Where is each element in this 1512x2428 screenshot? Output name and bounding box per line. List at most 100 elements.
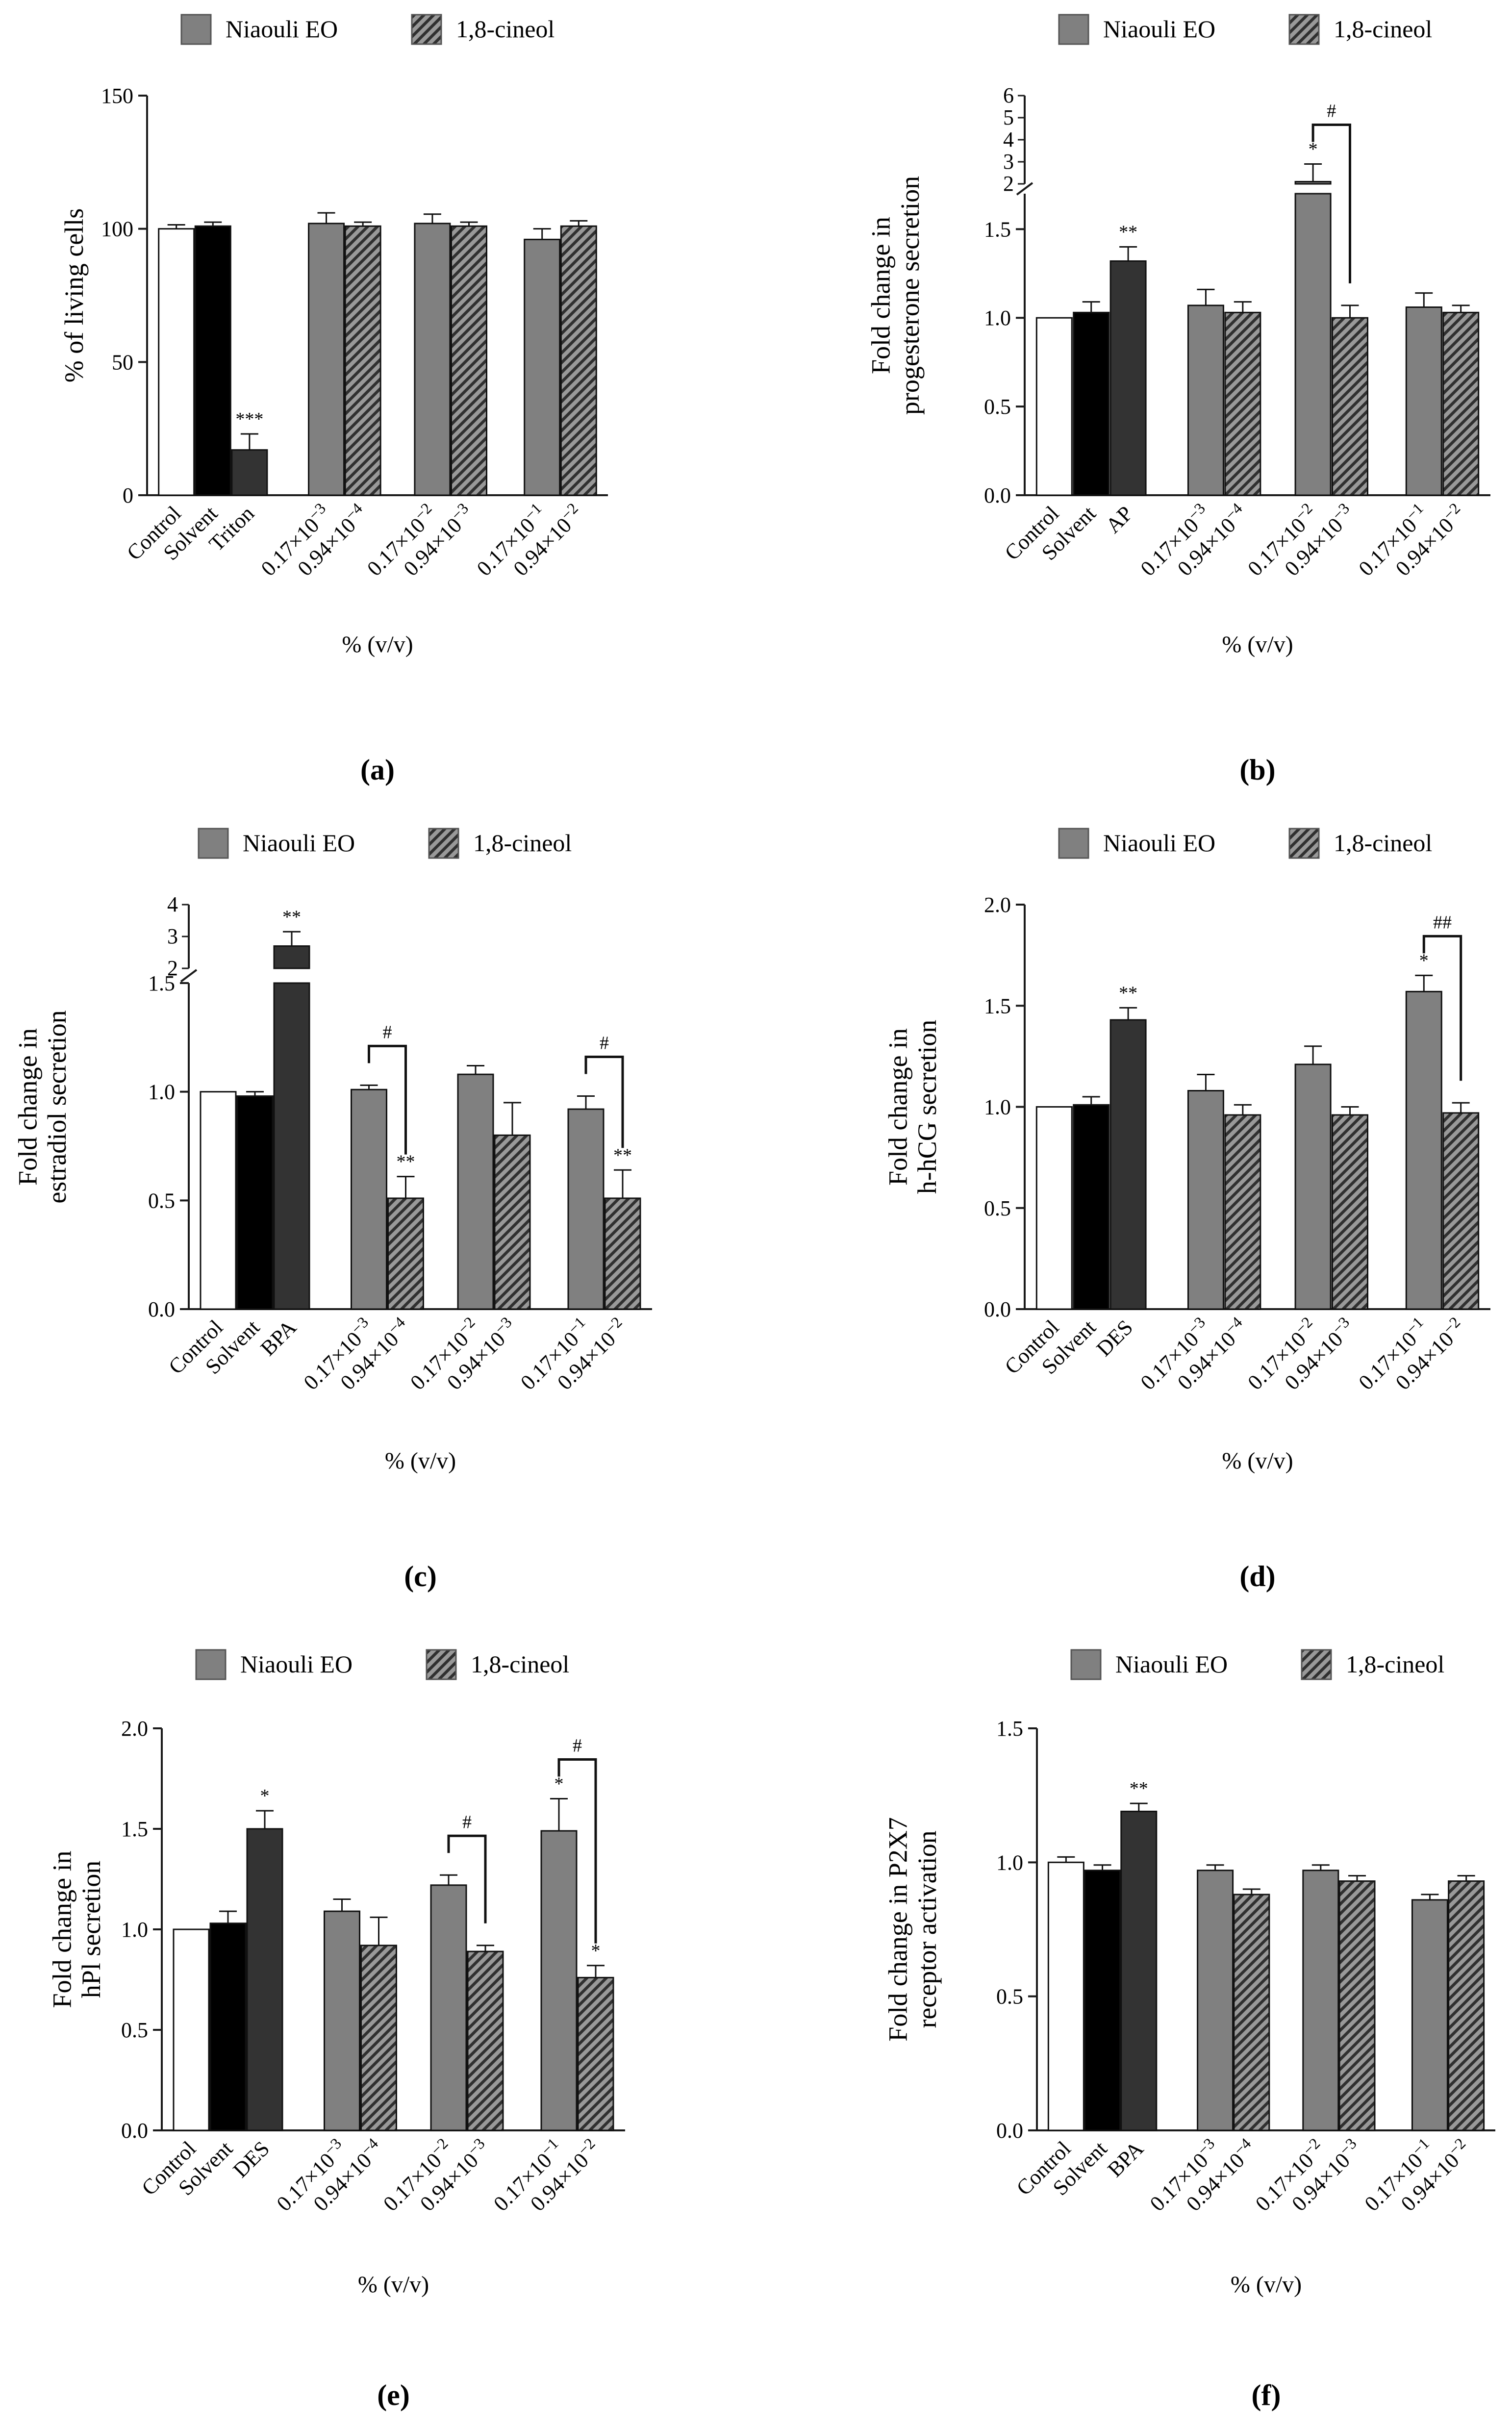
bar-6 bbox=[494, 1134, 531, 1310]
legend-niaouli-label: Niaouli EO bbox=[226, 15, 338, 43]
y-tick-label: 1.0 bbox=[121, 1918, 148, 1942]
bar-4 bbox=[344, 225, 381, 496]
y-tick-label: 0 bbox=[123, 483, 133, 507]
y-tick-label-upper: 3 bbox=[167, 924, 178, 948]
bar-8 bbox=[577, 1976, 614, 2131]
y-tick-label-upper: 2 bbox=[1003, 172, 1014, 196]
bar-3 bbox=[1187, 304, 1224, 496]
bar-6 bbox=[1331, 1114, 1368, 1310]
y-tick-label: 0.5 bbox=[984, 1196, 1011, 1220]
bar-8 bbox=[560, 225, 597, 496]
y-tick-label: 0.5 bbox=[148, 1189, 175, 1213]
legend-cineol-swatch bbox=[428, 828, 459, 859]
bar-5 bbox=[1294, 1063, 1332, 1310]
bar-7 bbox=[1405, 306, 1442, 496]
bar-0 bbox=[158, 228, 195, 496]
bracket-label: ## bbox=[1433, 912, 1452, 933]
bar-4 bbox=[1224, 311, 1261, 496]
bar-3 bbox=[1197, 1870, 1234, 2131]
y-tick-label-upper: 5 bbox=[1003, 105, 1014, 129]
bar-0 bbox=[200, 1091, 237, 1310]
significance-bracket bbox=[1311, 124, 1351, 283]
bracket-label: # bbox=[573, 1736, 582, 1756]
bar-3 bbox=[308, 223, 345, 496]
legend-niaouli-label: Niaouli EO bbox=[1103, 829, 1215, 857]
y-tick-label-upper: 4 bbox=[167, 892, 178, 916]
bar-3 bbox=[1187, 1090, 1224, 1310]
x-tick-label: BPA bbox=[256, 1315, 301, 1360]
legend-niaouli-label: Niaouli EO bbox=[1103, 15, 1215, 43]
legend-cineol-label: 1,8-cineol bbox=[471, 1650, 569, 1678]
legend-cineol-label: 1,8-cineol bbox=[456, 15, 554, 43]
significance-bracket bbox=[447, 1834, 487, 1923]
y-tick-label: 0.5 bbox=[996, 1985, 1023, 2009]
y-tick-label: 0.0 bbox=[984, 1297, 1011, 1321]
panel-b: Niaouli EO 1,8-cineol0.00.51.01.523456Con… bbox=[866, 14, 1490, 786]
x-axis-label: % (v/v) bbox=[1231, 2272, 1302, 2298]
bar-5 bbox=[1294, 193, 1332, 496]
panel-label: (d) bbox=[1239, 1560, 1275, 1593]
significance-label: * bbox=[1419, 950, 1429, 971]
bar-8 bbox=[1442, 311, 1480, 496]
y-axis-label: Fold change inhPl secretion bbox=[48, 1851, 106, 2008]
y-axis-label: Fold change inprogesterone secretion bbox=[866, 176, 925, 415]
bar-7 bbox=[524, 238, 561, 496]
y-axis-label: Fold change inh-hCG secretion bbox=[883, 1020, 942, 1194]
x-axis-label: % (v/v) bbox=[1222, 1448, 1293, 1474]
bar-4 bbox=[1233, 1894, 1270, 2131]
bar-2 bbox=[231, 449, 268, 496]
bar-5 bbox=[457, 1073, 494, 1310]
panel-label: (a) bbox=[360, 754, 395, 786]
bar-0 bbox=[1035, 317, 1073, 496]
axis-break-mark bbox=[180, 969, 198, 983]
panel-d: Niaouli EO 1,8-cineol0.00.51.01.52.0Contr… bbox=[883, 828, 1490, 1593]
legend-cineol-swatch bbox=[1301, 1649, 1332, 1680]
bar-7 bbox=[540, 1830, 578, 2131]
legend-cineol-swatch bbox=[426, 1649, 457, 1680]
y-tick-label-upper: 6 bbox=[1003, 83, 1014, 107]
y-tick-label: 2.0 bbox=[984, 893, 1011, 917]
y-tick-label-upper: 2 bbox=[167, 956, 178, 980]
bar-upper-5 bbox=[1294, 181, 1332, 185]
bar-0 bbox=[1035, 1106, 1073, 1310]
y-tick-label-upper: 3 bbox=[1003, 150, 1014, 174]
significance-bracket bbox=[557, 1758, 597, 1944]
significance-label: * bbox=[260, 1786, 270, 1806]
panel-label: (c) bbox=[404, 1560, 437, 1593]
y-tick-label: 1.5 bbox=[121, 1817, 148, 1841]
significance-bracket bbox=[584, 1056, 624, 1148]
x-axis-label: % (v/v) bbox=[342, 632, 413, 658]
y-tick-label-upper: 4 bbox=[1003, 127, 1014, 152]
bar-2 bbox=[273, 982, 310, 1310]
bar-0 bbox=[173, 1928, 210, 2131]
panel-label: (e) bbox=[377, 2379, 410, 2411]
bar-8 bbox=[1448, 1880, 1485, 2131]
bar-0 bbox=[1047, 1861, 1084, 2131]
significance-label: ** bbox=[397, 1152, 415, 1172]
y-axis-label: Fold change inestradiol secretion bbox=[13, 1010, 72, 1203]
panel-a: Niaouli EO 1,8-cineol050100150ControlSolv… bbox=[59, 14, 608, 786]
y-tick-label: 0.0 bbox=[996, 2119, 1023, 2143]
bar-2 bbox=[1120, 1810, 1158, 2131]
bar-5 bbox=[414, 223, 451, 496]
y-tick-label: 1.0 bbox=[996, 1850, 1023, 1874]
y-tick-label: 150 bbox=[101, 84, 133, 108]
legend-niaouli-label: Niaouli EO bbox=[240, 1650, 353, 1678]
significance-label: * bbox=[554, 1774, 564, 1795]
bar-1 bbox=[209, 1922, 247, 2131]
significance-label: * bbox=[591, 1941, 601, 1961]
bar-1 bbox=[1073, 1104, 1110, 1310]
bar-8 bbox=[604, 1197, 641, 1310]
significance-bracket bbox=[1422, 935, 1462, 1081]
y-axis-label: % of living cells bbox=[59, 208, 89, 382]
x-tick-label: DES bbox=[228, 2136, 274, 2182]
y-tick-label: 0.5 bbox=[984, 395, 1011, 419]
significance-label: ** bbox=[282, 907, 301, 927]
axis-break-mark bbox=[1016, 182, 1033, 196]
bar-7 bbox=[567, 1108, 605, 1310]
y-tick-label: 1.5 bbox=[984, 994, 1011, 1018]
y-axis-label: Fold change in P2X7receptor activation bbox=[883, 1817, 942, 2041]
y-tick-label: 1.0 bbox=[984, 1095, 1011, 1119]
significance-label: *** bbox=[235, 409, 263, 430]
bar-5 bbox=[1302, 1870, 1339, 2131]
